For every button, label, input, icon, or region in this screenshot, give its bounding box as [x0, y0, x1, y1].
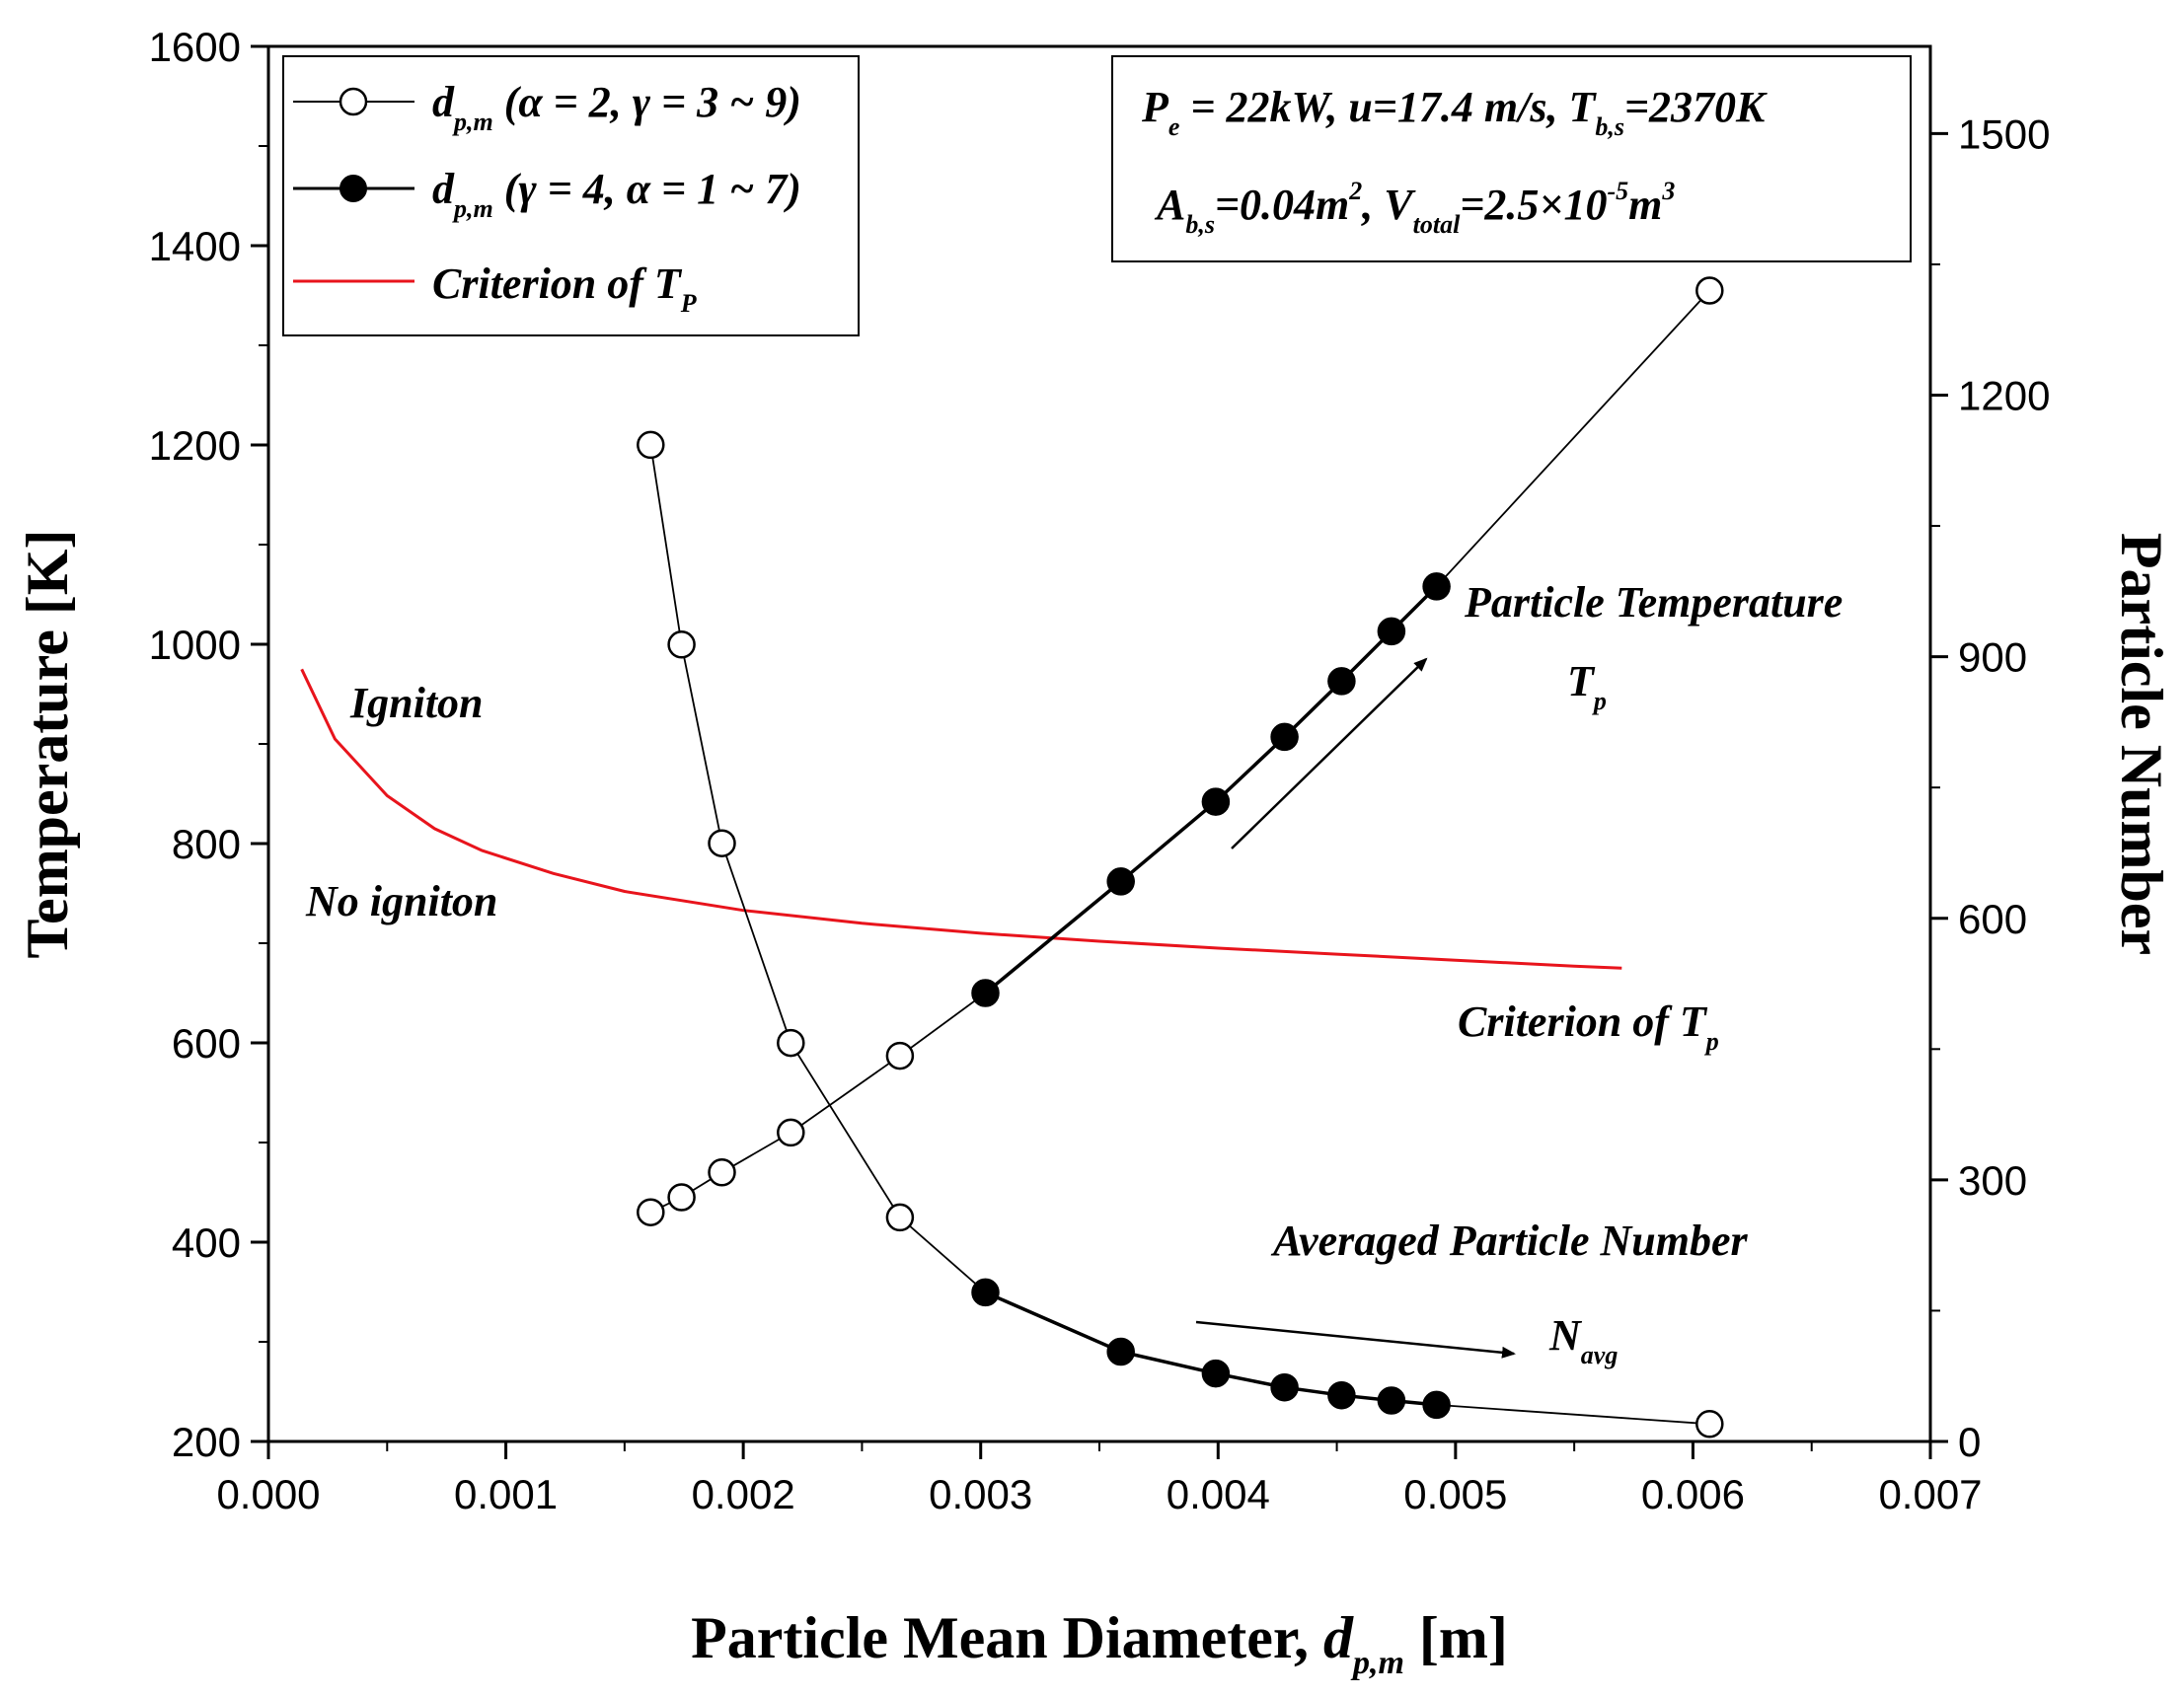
x-axis-title: Particle Mean Diameter, dp,m [m] — [691, 1605, 1508, 1681]
temperature-arrow — [1231, 657, 1428, 849]
legend-marker-filled — [339, 175, 367, 202]
y-right-axis-title: Particle Number — [2109, 533, 2174, 955]
tp-symbol: Tp — [1567, 657, 1607, 715]
data-point-filled — [1422, 1390, 1451, 1419]
x-axis-ticks: 0.000 0.001 0.002 0.003 0.004 0.005 0.006 0.007 — [216, 1441, 1983, 1517]
y-left-axis-ticks: 200 400 600 800 1000 1200 1400 1600 — [149, 24, 268, 1465]
data-point-filled — [1270, 1373, 1299, 1402]
particle-number-arrow — [1195, 1320, 1516, 1359]
legend-label-criterion: Criterion of TP — [432, 259, 698, 318]
legend: dp,m (α = 2, γ = 3 ~ 9) dp,m (γ = 4, α =… — [282, 55, 860, 336]
x-tick-label: 0.007 — [1878, 1471, 1982, 1517]
y-right-tick-label: 300 — [1958, 1157, 2027, 1204]
data-point-filled — [1106, 867, 1135, 896]
ignition-label: Igniton — [349, 679, 484, 727]
data-point-filled — [1201, 1360, 1230, 1388]
data-point-filled — [1422, 572, 1451, 601]
legend-marker-open — [339, 87, 368, 116]
data-point-filled — [1377, 617, 1405, 645]
y-left-tick-label: 800 — [172, 821, 241, 867]
data-point-open — [777, 1118, 805, 1147]
data-point-open — [667, 1183, 696, 1212]
x-tick-label: 0.001 — [454, 1471, 558, 1517]
y-right-tick-label: 1500 — [1958, 111, 2050, 157]
info-box: Pe = 22kW, u=17.4 m/s, Tb,s=2370K Ab,s=0… — [1111, 55, 1912, 262]
y-right-axis-ticks: 0 300 600 900 1200 1500 — [1930, 111, 2050, 1465]
data-point-filled — [1377, 1386, 1405, 1415]
particle-temperature-label: Particle Temperature — [1464, 578, 1843, 627]
data-point-open — [1695, 1410, 1724, 1439]
data-point-open — [777, 1028, 805, 1058]
series-line — [984, 1291, 1437, 1407]
y-left-tick-label: 1600 — [149, 24, 241, 70]
series-1 — [971, 572, 1451, 1007]
no-ignition-label: No igniton — [305, 877, 497, 925]
data-point-filled — [971, 1278, 1000, 1306]
legend-label-filled: dp,m (γ = 4, α = 1 ~ 7) — [432, 165, 801, 223]
data-point-open — [885, 1041, 915, 1070]
navg-symbol: Navg — [1548, 1311, 1618, 1369]
averaged-number-label: Averaged Particle Number — [1270, 1217, 1749, 1265]
data-point-open — [708, 829, 736, 857]
x-tick-label: 0.003 — [929, 1471, 1032, 1517]
data-point-filled — [1106, 1338, 1135, 1365]
data-point-filled — [1327, 1381, 1356, 1410]
y-left-tick-label: 400 — [172, 1219, 241, 1266]
x-tick-label: 0.000 — [216, 1471, 320, 1517]
y-right-tick-label: 900 — [1958, 634, 2027, 681]
x-tick-label: 0.004 — [1167, 1471, 1270, 1517]
x-tick-label: 0.005 — [1403, 1471, 1507, 1517]
data-point-open — [1695, 276, 1724, 305]
info-line-2: Ab,s=0.04m2, Vtotal=2.5×10-5m3 — [1154, 177, 1675, 239]
data-point-open — [637, 1198, 665, 1226]
info-line-1: Pe = 22kW, u=17.4 m/s, Tb,s=2370K — [1141, 83, 1768, 141]
y-left-tick-label: 200 — [172, 1419, 241, 1465]
series-line — [300, 668, 1622, 970]
y-right-tick-label: 1200 — [1958, 373, 2050, 419]
data-point-filled — [1270, 722, 1299, 751]
x-tick-label: 0.006 — [1641, 1471, 1745, 1517]
y-right-tick-label: 0 — [1958, 1419, 1981, 1465]
legend-label-open: dp,m (α = 2, γ = 3 ~ 9) — [432, 78, 801, 136]
data-point-open — [708, 1158, 736, 1187]
y-left-tick-label: 1400 — [149, 223, 241, 269]
series-layer — [300, 276, 1724, 1439]
y-left-axis-title: Temperature [K] — [15, 530, 80, 959]
series-4 — [300, 668, 1622, 970]
data-point-filled — [971, 979, 1000, 1007]
data-point-open — [637, 430, 665, 460]
data-point-open — [885, 1203, 915, 1232]
x-tick-label: 0.002 — [692, 1471, 795, 1517]
data-point-filled — [1201, 787, 1230, 816]
y-left-tick-label: 1000 — [149, 622, 241, 668]
series-3 — [971, 1278, 1451, 1419]
criterion-label: Criterion of Tp — [1458, 997, 1719, 1056]
y-left-tick-label: 1200 — [149, 422, 241, 469]
y-right-tick-label: 600 — [1958, 896, 2027, 942]
legend-box — [282, 55, 860, 336]
data-point-filled — [1327, 667, 1356, 696]
series-0 — [637, 276, 1724, 1226]
info-box-frame — [1111, 55, 1912, 262]
y-left-tick-label: 600 — [172, 1020, 241, 1067]
data-point-open — [667, 630, 696, 659]
